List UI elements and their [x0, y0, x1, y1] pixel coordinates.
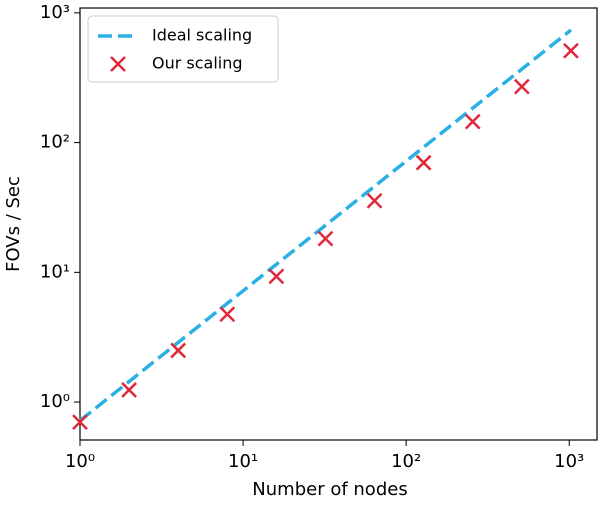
data-point — [513, 78, 530, 95]
data-point — [366, 192, 383, 209]
y-tick-label: 10¹ — [40, 261, 70, 282]
data-point — [415, 154, 432, 171]
x-tick-label: 10³ — [554, 451, 584, 472]
data-point — [464, 113, 481, 130]
data-point — [563, 42, 579, 59]
data-point — [317, 230, 334, 247]
x-tick-label: 10¹ — [228, 451, 258, 472]
legend-swatch — [110, 56, 126, 72]
x-tick-label: 10² — [391, 451, 421, 472]
y-axis-label: FOVs / Sec — [3, 176, 24, 272]
legend-label: Ideal scaling — [152, 26, 252, 45]
y-tick-label: 10³ — [40, 2, 70, 23]
data-point — [268, 268, 285, 285]
x-axis-label: Number of nodes — [252, 479, 407, 500]
data-point — [219, 306, 236, 323]
legend-box — [87, 15, 279, 83]
data-point — [170, 342, 187, 359]
y-tick-label: 10⁰ — [40, 391, 70, 412]
x-tick-label: 10⁰ — [65, 451, 95, 472]
plot-frame — [79, 7, 598, 441]
data-point — [121, 382, 137, 398]
legend-label: Our scaling — [152, 54, 243, 73]
ideal-line — [78, 28, 573, 422]
y-tick-label: 10² — [40, 132, 70, 153]
data-point — [72, 414, 88, 431]
